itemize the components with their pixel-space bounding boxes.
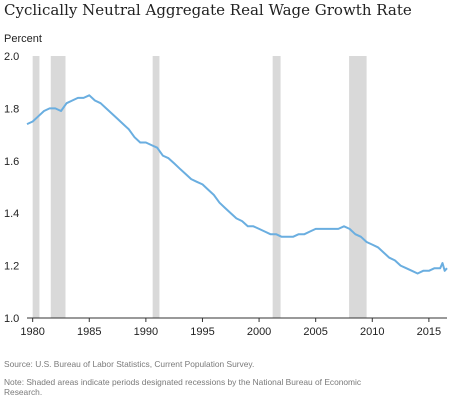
recession-note: Note: Shaded areas indicate periods desi…: [4, 377, 362, 397]
y-tick-label: 1.2: [4, 261, 19, 273]
recession-band: [32, 56, 40, 318]
source-note: Source: U.S. Bureau of Labor Statistics,…: [4, 359, 255, 369]
y-axis-ticks: 1.0 1.2 1.4 1.6 1.8 2.0: [4, 51, 19, 325]
recession-band: [152, 56, 160, 318]
line-chart: 1980 1985 1990 1995 2000 2005 2010 2015 1.01.21…: [4, 51, 448, 338]
x-tick-label: 1980: [20, 326, 44, 338]
series-layer: [26, 94, 448, 275]
x-tick-label: 2005: [303, 326, 327, 338]
recession-band: [272, 56, 281, 318]
x-tick-label: 2000: [247, 326, 271, 338]
x-tick-label: 2010: [360, 326, 384, 338]
x-tick-label: 1990: [134, 326, 158, 338]
series-line: [26, 94, 448, 275]
recession-band: [50, 56, 66, 318]
recession-band: [349, 56, 367, 318]
x-tick-label: 2015: [417, 326, 441, 338]
chart-title: Cyclically Neutral Aggregate Real Wage G…: [4, 1, 412, 19]
y-tick-label: 1.4: [4, 208, 19, 220]
x-tick-label: 1985: [77, 326, 101, 338]
x-tick-label: 1995: [190, 326, 214, 338]
y-axis-label: Percent: [4, 33, 42, 45]
x-axis-ticks: 1980 1985 1990 1995 2000 2005 2010 2015: [20, 318, 441, 338]
y-tick-label: 1.8: [4, 103, 19, 115]
y-tick-label: 1.6: [4, 156, 19, 168]
recession-shading: [32, 56, 367, 318]
y-tick-label: 1.0: [4, 313, 19, 325]
y-tick-label: 2.0: [4, 51, 19, 63]
